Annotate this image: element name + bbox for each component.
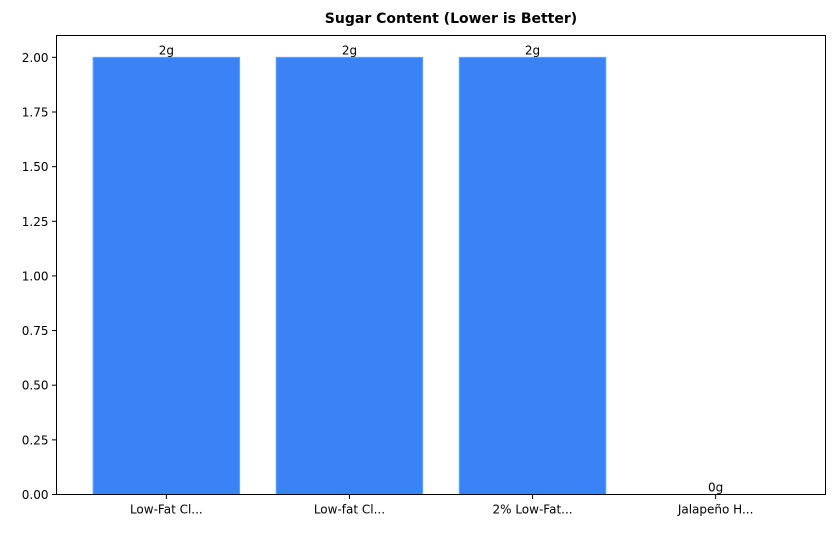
- bars: [92, 56, 607, 495]
- bar-value-label: 2g: [159, 43, 174, 57]
- bar-value-label: 0g: [708, 481, 723, 495]
- bar-value-label: 2g: [342, 43, 357, 57]
- y-axis: 0.00 0.25 0.50 0.75 1.00 1.25 1.50 1.75 2.00: [22, 51, 57, 502]
- y-tick-label: 1.25: [22, 215, 49, 229]
- x-tick-label: Low-fat Cl...: [314, 503, 385, 517]
- bar-value-label: 2g: [525, 43, 540, 57]
- x-tick-label: Low-Fat Cl...: [130, 503, 203, 517]
- y-tick-label: 2.00: [22, 51, 49, 65]
- data-labels: 2g 2g 2g 0g: [159, 43, 724, 494]
- x-axis: Low-Fat Cl... Low-fat Cl... 2% Low-Fat... J…: [130, 494, 754, 517]
- x-tick-label: 2% Low-Fat...: [492, 503, 572, 517]
- bar: [92, 56, 241, 495]
- bar: [275, 56, 424, 495]
- bar: [458, 56, 607, 495]
- y-tick-label: 1.00: [22, 269, 49, 283]
- y-tick-label: 1.50: [22, 160, 49, 174]
- y-tick-label: 0.75: [22, 324, 49, 338]
- y-tick-label: 0.25: [22, 433, 49, 447]
- y-tick-label: 0.50: [22, 379, 49, 393]
- chart-title: Sugar Content (Lower is Better): [325, 11, 577, 27]
- y-tick-label: 0.00: [22, 488, 49, 502]
- plot-frame: [56, 35, 826, 495]
- y-tick-label: 1.75: [22, 106, 49, 120]
- x-tick-label: Jalapeño H...: [677, 503, 754, 517]
